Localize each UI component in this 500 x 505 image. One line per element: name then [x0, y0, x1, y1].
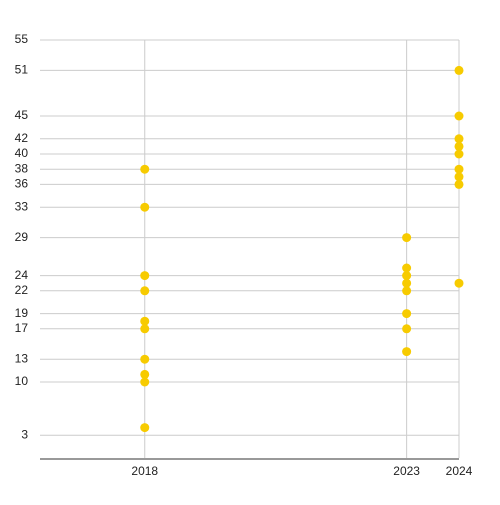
point — [140, 271, 150, 281]
point — [402, 278, 412, 288]
y-tick-label: 19 — [15, 306, 29, 320]
x-tick-label: 2024 — [446, 464, 473, 478]
y-tick-label: 13 — [15, 351, 29, 365]
y-tick-label: 51 — [15, 63, 29, 77]
point — [402, 286, 412, 296]
x-tick-label: 2023 — [393, 464, 420, 478]
point — [402, 233, 412, 243]
point — [454, 134, 464, 144]
y-tick-label: 36 — [15, 177, 29, 191]
y-tick-label: 40 — [15, 146, 29, 160]
point — [140, 369, 150, 379]
y-tick-label: 38 — [15, 161, 29, 175]
x-tick-label: 2018 — [131, 464, 158, 478]
y-tick-label: 3 — [21, 427, 28, 441]
point — [140, 286, 150, 296]
point — [454, 141, 464, 151]
point — [402, 309, 412, 319]
point — [140, 354, 150, 364]
y-tick-label: 42 — [15, 131, 29, 145]
point — [140, 377, 150, 387]
y-tick-label: 29 — [15, 230, 29, 244]
point — [402, 263, 412, 273]
y-tick-label: 10 — [15, 374, 29, 388]
y-tick-label: 24 — [15, 268, 29, 282]
y-tick-label: 33 — [15, 199, 29, 213]
point — [140, 202, 150, 212]
point — [454, 278, 464, 288]
point — [402, 271, 412, 281]
point — [140, 423, 150, 433]
y-tick-label: 45 — [15, 108, 29, 122]
point — [454, 172, 464, 182]
y-tick-label: 55 — [15, 32, 29, 46]
point — [454, 111, 464, 121]
point — [140, 316, 150, 326]
point — [402, 347, 412, 357]
point — [454, 149, 464, 159]
point — [402, 324, 412, 334]
y-tick-label: 22 — [15, 283, 29, 297]
point — [454, 164, 464, 174]
point — [140, 164, 150, 174]
point — [454, 179, 464, 189]
y-tick-label: 17 — [15, 321, 29, 335]
point — [140, 324, 150, 334]
point — [454, 65, 464, 75]
